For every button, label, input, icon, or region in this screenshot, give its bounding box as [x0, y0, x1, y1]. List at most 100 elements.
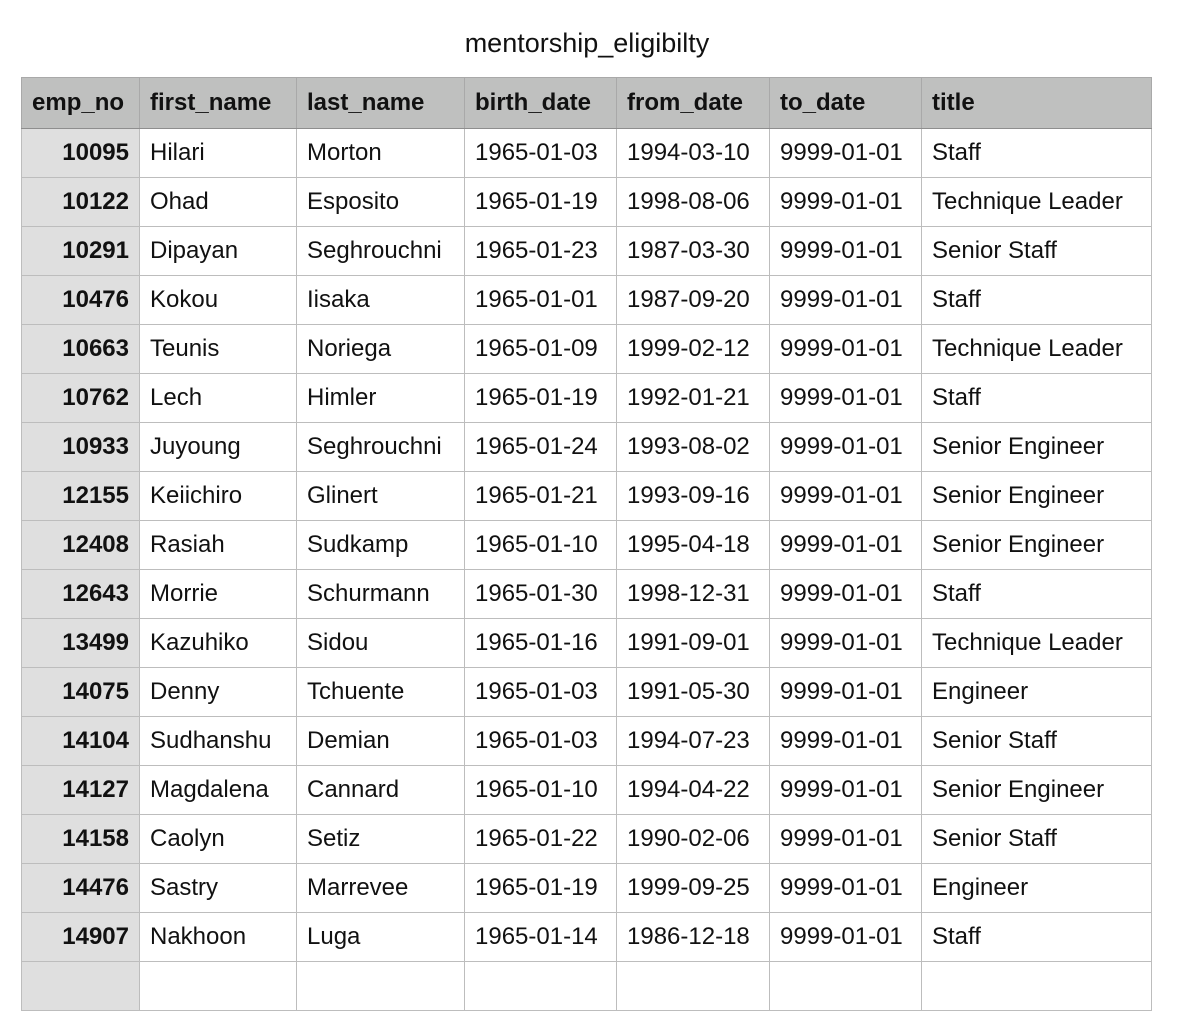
- cell-first-name[interactable]: Lech: [139, 373, 297, 423]
- cell-last-name[interactable]: Tchuente: [296, 667, 465, 717]
- cell-first-name[interactable]: Morrie: [139, 569, 297, 619]
- cell-title[interactable]: Senior Engineer: [921, 765, 1152, 815]
- cell-title[interactable]: Senior Engineer: [921, 520, 1152, 570]
- cell-title[interactable]: Senior Staff: [921, 716, 1152, 766]
- table-row[interactable]: 13499 Kazuhiko Sidou 1965-01-16 1991-09-01 99…: [21, 618, 1152, 668]
- cell-emp-no[interactable]: 10933: [21, 422, 140, 472]
- cell-from-date[interactable]: 1994-04-22: [616, 765, 770, 815]
- cell-emp-no[interactable]: [21, 961, 140, 1011]
- cell-first-name[interactable]: Sudhanshu: [139, 716, 297, 766]
- cell-last-name[interactable]: Noriega: [296, 324, 465, 374]
- cell-emp-no[interactable]: 10122: [21, 177, 140, 227]
- cell-birth-date[interactable]: 1965-01-14: [464, 912, 617, 962]
- cell-first-name[interactable]: Rasiah: [139, 520, 297, 570]
- cell-to-date[interactable]: 9999-01-01: [769, 569, 922, 619]
- cell-to-date[interactable]: 9999-01-01: [769, 373, 922, 423]
- table-row[interactable]: 12643 Morrie Schurmann 1965-01-30 1998-12-31…: [21, 569, 1152, 619]
- cell-from-date[interactable]: [616, 961, 770, 1011]
- cell-first-name[interactable]: Keiichiro: [139, 471, 297, 521]
- cell-last-name[interactable]: Esposito: [296, 177, 465, 227]
- cell-from-date[interactable]: 1994-03-10: [616, 128, 770, 178]
- cell-birth-date[interactable]: 1965-01-16: [464, 618, 617, 668]
- cell-birth-date[interactable]: 1965-01-10: [464, 765, 617, 815]
- cell-title[interactable]: Staff: [921, 373, 1152, 423]
- cell-last-name[interactable]: Luga: [296, 912, 465, 962]
- cell-from-date[interactable]: 1995-04-18: [616, 520, 770, 570]
- cell-birth-date[interactable]: 1965-01-22: [464, 814, 617, 864]
- cell-title[interactable]: Senior Engineer: [921, 471, 1152, 521]
- cell-from-date[interactable]: 1993-08-02: [616, 422, 770, 472]
- table-row[interactable]: 14127 Magdalena Cannard 1965-01-10 1994-04-2…: [21, 765, 1152, 815]
- cell-first-name[interactable]: [139, 961, 297, 1011]
- cell-to-date[interactable]: 9999-01-01: [769, 471, 922, 521]
- cell-from-date[interactable]: 1986-12-18: [616, 912, 770, 962]
- cell-first-name[interactable]: Juyoung: [139, 422, 297, 472]
- cell-emp-no[interactable]: 10476: [21, 275, 140, 325]
- cell-to-date[interactable]: 9999-01-01: [769, 324, 922, 374]
- column-header-birth-date[interactable]: birth_date: [464, 77, 617, 129]
- cell-from-date[interactable]: 1999-02-12: [616, 324, 770, 374]
- table-row[interactable]: 14476 Sastry Marrevee 1965-01-19 1999-09-25 9…: [21, 863, 1152, 913]
- cell-last-name[interactable]: Sidou: [296, 618, 465, 668]
- cell-from-date[interactable]: 1987-03-30: [616, 226, 770, 276]
- cell-title[interactable]: Senior Engineer: [921, 422, 1152, 472]
- cell-emp-no[interactable]: 14476: [21, 863, 140, 913]
- cell-birth-date[interactable]: 1965-01-23: [464, 226, 617, 276]
- cell-from-date[interactable]: 1994-07-23: [616, 716, 770, 766]
- cell-to-date[interactable]: 9999-01-01: [769, 814, 922, 864]
- cell-birth-date[interactable]: [464, 961, 617, 1011]
- cell-title[interactable]: Staff: [921, 275, 1152, 325]
- cell-first-name[interactable]: Ohad: [139, 177, 297, 227]
- cell-emp-no[interactable]: 10095: [21, 128, 140, 178]
- cell-birth-date[interactable]: 1965-01-09: [464, 324, 617, 374]
- column-header-first-name[interactable]: first_name: [139, 77, 297, 129]
- cell-from-date[interactable]: 1987-09-20: [616, 275, 770, 325]
- cell-from-date[interactable]: 1993-09-16: [616, 471, 770, 521]
- cell-emp-no[interactable]: 10663: [21, 324, 140, 374]
- cell-title[interactable]: Senior Staff: [921, 226, 1152, 276]
- cell-last-name[interactable]: Cannard: [296, 765, 465, 815]
- table-row[interactable]: 14104 Sudhanshu Demian 1965-01-03 1994-07-23…: [21, 716, 1152, 766]
- cell-to-date[interactable]: 9999-01-01: [769, 177, 922, 227]
- cell-birth-date[interactable]: 1965-01-19: [464, 373, 617, 423]
- cell-emp-no[interactable]: 14127: [21, 765, 140, 815]
- cell-first-name[interactable]: Nakhoon: [139, 912, 297, 962]
- cell-to-date[interactable]: 9999-01-01: [769, 520, 922, 570]
- cell-title[interactable]: Technique Leader: [921, 177, 1152, 227]
- cell-first-name[interactable]: Teunis: [139, 324, 297, 374]
- cell-from-date[interactable]: 1998-08-06: [616, 177, 770, 227]
- cell-birth-date[interactable]: 1965-01-03: [464, 667, 617, 717]
- cell-from-date[interactable]: 1990-02-06: [616, 814, 770, 864]
- cell-from-date[interactable]: 1992-01-21: [616, 373, 770, 423]
- table-row[interactable]: 10933 Juyoung Seghrouchni 1965-01-24 1993-08…: [21, 422, 1152, 472]
- table-row[interactable]: 12155 Keiichiro Glinert 1965-01-21 1993-09-1…: [21, 471, 1152, 521]
- cell-to-date[interactable]: 9999-01-01: [769, 765, 922, 815]
- column-header-title[interactable]: title: [921, 77, 1152, 129]
- table-row[interactable]: 10122 Ohad Esposito 1965-01-19 1998-08-06 999…: [21, 177, 1152, 227]
- cell-birth-date[interactable]: 1965-01-19: [464, 863, 617, 913]
- cell-emp-no[interactable]: 10762: [21, 373, 140, 423]
- cell-last-name[interactable]: Seghrouchni: [296, 422, 465, 472]
- table-row[interactable]: 12408 Rasiah Sudkamp 1965-01-10 1995-04-18 99…: [21, 520, 1152, 570]
- cell-emp-no[interactable]: 14158: [21, 814, 140, 864]
- cell-title[interactable]: Senior Staff: [921, 814, 1152, 864]
- cell-last-name[interactable]: Marrevee: [296, 863, 465, 913]
- cell-title[interactable]: Staff: [921, 128, 1152, 178]
- cell-last-name[interactable]: Sudkamp: [296, 520, 465, 570]
- column-header-emp-no[interactable]: emp_no: [21, 77, 140, 129]
- cell-first-name[interactable]: Kazuhiko: [139, 618, 297, 668]
- cell-first-name[interactable]: Hilari: [139, 128, 297, 178]
- cell-last-name[interactable]: Glinert: [296, 471, 465, 521]
- table-row[interactable]: 10663 Teunis Noriega 1965-01-09 1999-02-12 99…: [21, 324, 1152, 374]
- cell-to-date[interactable]: 9999-01-01: [769, 912, 922, 962]
- cell-first-name[interactable]: Caolyn: [139, 814, 297, 864]
- cell-last-name[interactable]: Schurmann: [296, 569, 465, 619]
- cell-title[interactable]: Technique Leader: [921, 324, 1152, 374]
- cell-birth-date[interactable]: 1965-01-03: [464, 716, 617, 766]
- cell-to-date[interactable]: 9999-01-01: [769, 275, 922, 325]
- cell-title[interactable]: [921, 961, 1152, 1011]
- cell-first-name[interactable]: Dipayan: [139, 226, 297, 276]
- cell-from-date[interactable]: 1991-09-01: [616, 618, 770, 668]
- cell-last-name[interactable]: Seghrouchni: [296, 226, 465, 276]
- cell-title[interactable]: Technique Leader: [921, 618, 1152, 668]
